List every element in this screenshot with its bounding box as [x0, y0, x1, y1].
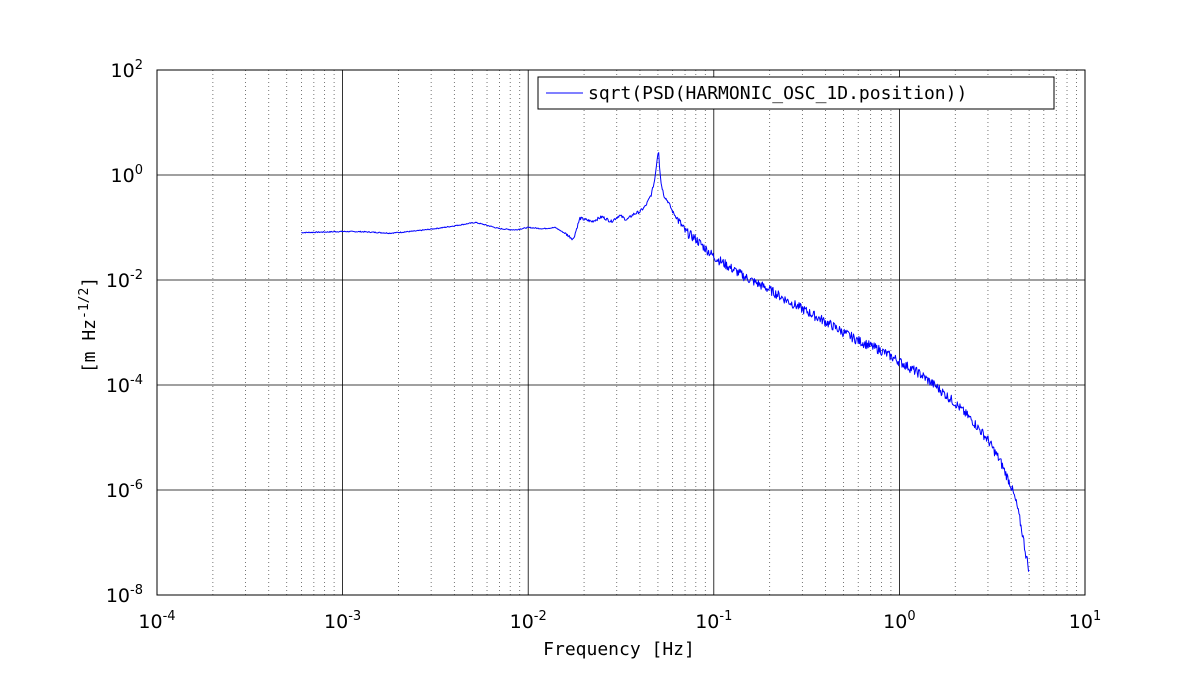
y-tick-label: 10-2: [106, 268, 143, 292]
plot-area: [157, 70, 1085, 595]
y-tick-label: 102: [111, 58, 143, 82]
y-tick-label: 10-6: [106, 478, 143, 502]
x-tick-label: 10-2: [510, 609, 547, 633]
x-tick-labels: 10-4 10-3 10-2 10-1 100 101: [138, 609, 1101, 633]
x-tick-label: 10-1: [695, 609, 732, 633]
x-tick-label: 100: [883, 609, 915, 633]
x-axis-label: Frequency [Hz]: [543, 639, 695, 660]
x-tick-label: 10-3: [324, 609, 361, 633]
y-tick-labels: 10-8 10-6 10-4 10-2 100 102: [106, 58, 143, 607]
y-axis-label: [m Hz-1/2]: [77, 277, 100, 373]
series-layer: [301, 152, 1030, 572]
y-tick-label: 100: [111, 163, 143, 187]
plot-frame: [156, 69, 1086, 596]
legend-entry: sqrt(PSD(HARMONIC_OSC_1D.position)): [588, 83, 967, 104]
legend: sqrt(PSD(HARMONIC_OSC_1D.position)): [537, 76, 1055, 110]
series-line: [301, 152, 1030, 572]
x-tick-label: 10-4: [138, 609, 175, 633]
y-tick-label: 10-8: [106, 583, 143, 607]
y-tick-label: 10-4: [106, 373, 143, 397]
x-tick-label: 101: [1069, 609, 1101, 633]
legend-box: [537, 76, 1055, 110]
